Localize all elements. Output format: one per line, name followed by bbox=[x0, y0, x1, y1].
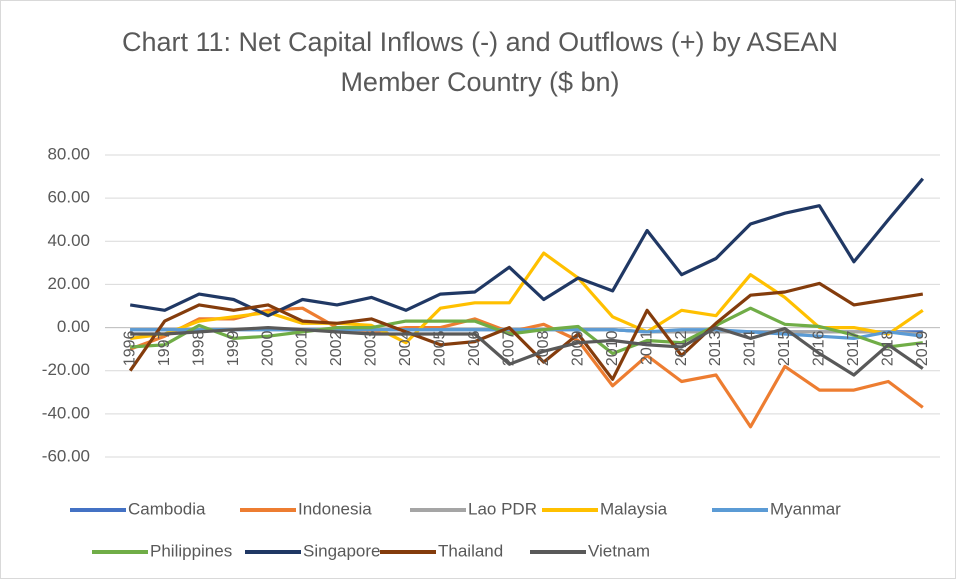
x-tick-label: 2009 bbox=[569, 330, 586, 366]
x-tick-label: 1996 bbox=[121, 330, 138, 366]
y-tick-label: 60.00 bbox=[47, 188, 90, 207]
x-tick-label: 1998 bbox=[190, 330, 207, 366]
x-tick-label: 2002 bbox=[328, 330, 345, 366]
chart-title: Chart 11: Net Capital Inflows (-) and Ou… bbox=[121, 27, 839, 97]
legend-label: Cambodia bbox=[128, 499, 206, 518]
x-tick-label: 2000 bbox=[259, 330, 276, 366]
x-tick-label: 2010 bbox=[604, 330, 621, 366]
x-tick-label: 2011 bbox=[638, 330, 655, 365]
y-tick-label: 80.00 bbox=[47, 144, 90, 163]
x-tick-label: 1997 bbox=[156, 330, 173, 366]
series-line bbox=[130, 306, 923, 356]
y-tick-label: 0.00 bbox=[57, 317, 90, 336]
x-tick-label: 2016 bbox=[811, 330, 828, 366]
y-tick-label: -20.00 bbox=[42, 360, 90, 379]
x-tick-label: 2006 bbox=[466, 330, 483, 366]
y-tick-label: -60.00 bbox=[42, 446, 90, 465]
legend-label: Philippines bbox=[150, 541, 232, 560]
legend-label: Malaysia bbox=[600, 499, 668, 518]
x-tick-label: 2019 bbox=[914, 330, 931, 366]
legend-label: Myanmar bbox=[770, 499, 841, 518]
x-tick-label: 2001 bbox=[294, 330, 311, 366]
x-tick-label: 2014 bbox=[742, 330, 759, 366]
x-tick-label: 2013 bbox=[707, 330, 724, 366]
x-tick-label: 2017 bbox=[845, 330, 862, 366]
y-tick-label: 40.00 bbox=[47, 231, 90, 250]
x-tick-label: 2003 bbox=[363, 330, 380, 366]
legend-label: Singapore bbox=[303, 541, 381, 560]
x-tick-label: 2008 bbox=[535, 330, 552, 366]
y-tick-label: -40.00 bbox=[42, 403, 90, 422]
legend-label: Lao PDR bbox=[468, 499, 537, 518]
series-line bbox=[129, 177, 925, 318]
x-tick-label: 2007 bbox=[500, 330, 517, 366]
series-line bbox=[128, 281, 924, 381]
legend-label: Vietnam bbox=[588, 541, 650, 560]
x-tick-label: 2012 bbox=[673, 330, 690, 366]
x-tick-label: 1999 bbox=[225, 330, 242, 366]
x-tick-label: 2018 bbox=[880, 330, 897, 366]
y-tick-label: 20.00 bbox=[47, 274, 90, 293]
x-tick-label: 2004 bbox=[397, 330, 414, 366]
legend-label: Thailand bbox=[438, 541, 503, 560]
series-line bbox=[130, 326, 924, 377]
legend-label: Indonesia bbox=[298, 499, 372, 518]
x-tick-label: 2015 bbox=[776, 330, 793, 366]
x-tick-label: 2005 bbox=[432, 330, 449, 366]
